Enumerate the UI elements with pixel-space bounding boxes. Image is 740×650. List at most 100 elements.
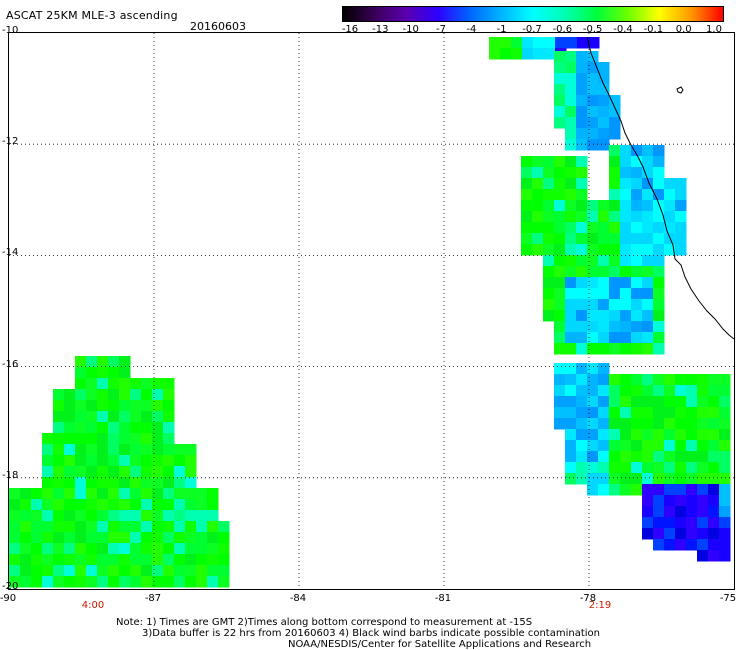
wind-cell <box>565 211 577 223</box>
wind-cell <box>97 532 109 544</box>
wind-cell <box>565 156 577 168</box>
wind-cell <box>152 400 164 412</box>
wind-cell <box>185 466 197 478</box>
wind-cell <box>631 343 643 355</box>
wind-cell <box>86 455 98 467</box>
wind-cell <box>653 484 665 496</box>
latitude-tick-label: -18 <box>2 469 19 481</box>
wind-cell <box>642 473 654 485</box>
wind-cell <box>31 565 43 577</box>
wind-cell <box>53 543 65 555</box>
wind-cell <box>554 418 566 430</box>
wind-cell <box>152 554 164 566</box>
wind-cell <box>675 244 687 256</box>
wind-cell <box>653 244 665 256</box>
wind-cell <box>675 385 687 397</box>
wind-cell <box>587 95 599 107</box>
colorbar-tick-label: -0.6 <box>552 24 573 35</box>
wind-cell <box>719 451 731 463</box>
wind-cell <box>565 429 577 441</box>
wind-cell <box>565 440 577 452</box>
wind-cell <box>697 506 709 518</box>
wind-cell <box>697 539 709 551</box>
wind-cell <box>620 145 632 157</box>
wind-cell <box>31 576 43 588</box>
wind-cell <box>196 510 208 522</box>
wind-cell <box>141 543 153 555</box>
wind-cell <box>521 156 533 168</box>
wind-cell <box>598 299 610 311</box>
wind-cell <box>86 543 98 555</box>
wind-cell <box>20 510 32 522</box>
colorbar-tick-label: -4 <box>466 24 477 35</box>
wind-cell <box>708 495 720 507</box>
wind-cell <box>196 565 208 577</box>
wind-cell <box>108 565 120 577</box>
wind-cell <box>75 389 87 401</box>
wind-cell <box>598 440 610 452</box>
wind-cell <box>554 211 566 223</box>
wind-cell <box>42 466 54 478</box>
wind-cell <box>119 477 131 489</box>
wind-cell <box>686 517 698 529</box>
wind-cell <box>20 488 32 500</box>
wind-cell <box>653 145 665 157</box>
wind-cell <box>653 506 665 518</box>
wind-cell <box>521 222 533 234</box>
wind-cell <box>53 488 65 500</box>
wind-cell <box>130 455 142 467</box>
wind-cell <box>20 543 32 555</box>
wind-cell <box>185 543 197 555</box>
wind-cell <box>675 539 687 551</box>
wind-cell <box>86 532 98 544</box>
footer-credit: NOAA/NESDIS/Center for Satellite Applica… <box>288 639 592 650</box>
wind-cell <box>620 189 632 201</box>
wind-cell <box>532 156 544 168</box>
wind-cell <box>207 521 219 533</box>
wind-cell <box>642 396 654 408</box>
wind-cell <box>130 576 142 588</box>
wind-cell <box>64 389 76 401</box>
wind-cell <box>598 95 610 107</box>
wind-cell <box>631 473 643 485</box>
wind-cell <box>664 429 676 441</box>
wind-cell <box>631 178 643 190</box>
wind-cell <box>675 407 687 419</box>
wind-cell <box>719 495 731 507</box>
wind-cell <box>697 528 709 540</box>
wind-cell <box>9 543 21 555</box>
wind-cell <box>631 385 643 397</box>
wind-cell <box>708 385 720 397</box>
wind-cell <box>31 488 43 500</box>
wind-cell <box>64 455 76 467</box>
wind-cell <box>588 37 600 49</box>
wind-cell <box>598 106 610 118</box>
wind-cell <box>620 167 632 179</box>
wind-cell <box>664 517 676 529</box>
wind-cell <box>86 466 98 478</box>
wind-cell <box>53 510 65 522</box>
wind-cell <box>42 521 54 533</box>
wind-cell <box>620 374 632 386</box>
wind-cell <box>565 84 577 96</box>
wind-cell <box>631 145 643 157</box>
wind-cell <box>532 189 544 201</box>
wind-cell <box>108 521 120 533</box>
wind-cell <box>664 178 676 190</box>
wind-cell <box>108 543 120 555</box>
wind-cell <box>576 178 588 190</box>
wind-cell <box>511 48 523 60</box>
wind-cell <box>141 389 153 401</box>
wind-cell <box>642 332 654 344</box>
wind-cell <box>554 189 566 201</box>
wind-cell <box>576 167 588 179</box>
wind-cell <box>631 167 643 179</box>
map-date: 20160603 <box>190 20 246 33</box>
wind-cell <box>598 462 610 474</box>
wind-cell <box>587 117 599 129</box>
wind-cell <box>141 499 153 511</box>
wind-cell <box>218 554 230 566</box>
wind-cell <box>108 488 120 500</box>
wind-cell <box>42 565 54 577</box>
wind-cell <box>174 576 186 588</box>
